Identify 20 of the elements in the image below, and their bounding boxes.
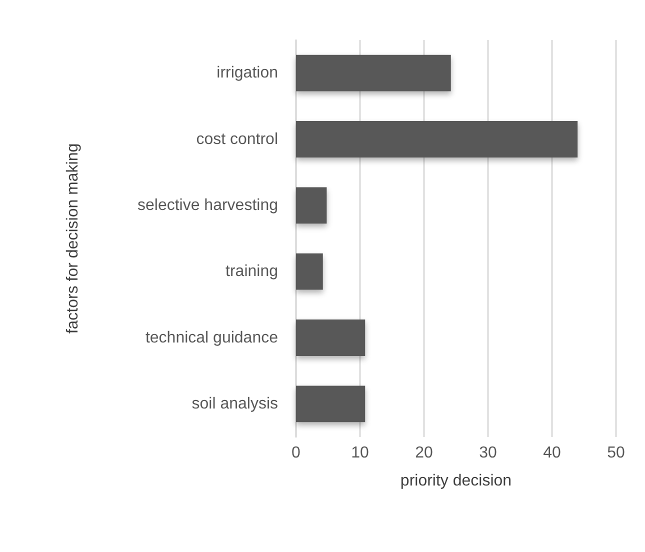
x-tick-label: 0 — [292, 444, 301, 462]
y-tick-label: training — [226, 263, 278, 280]
y-axis-title: factors for decision making — [64, 143, 82, 334]
x-tick-label: 50 — [607, 444, 625, 462]
x-tick-label: 10 — [351, 444, 369, 462]
x-axis-title: priority decision — [400, 472, 512, 490]
bar — [296, 386, 366, 422]
x-tick-label: 30 — [479, 444, 497, 462]
bar — [296, 121, 578, 158]
y-tick-label: irrigation — [216, 64, 278, 82]
y-tick-label: cost control — [196, 130, 278, 148]
bar — [296, 187, 327, 224]
y-tick-label: soil analysis — [192, 395, 278, 412]
y-tick-label: selective harvesting — [137, 196, 278, 214]
y-tick-label: technical guidance — [145, 329, 278, 346]
bar — [296, 253, 323, 290]
bar — [296, 320, 366, 356]
x-tick-label: 40 — [543, 444, 561, 462]
bar — [296, 54, 451, 92]
x-tick-label: 20 — [415, 444, 433, 462]
